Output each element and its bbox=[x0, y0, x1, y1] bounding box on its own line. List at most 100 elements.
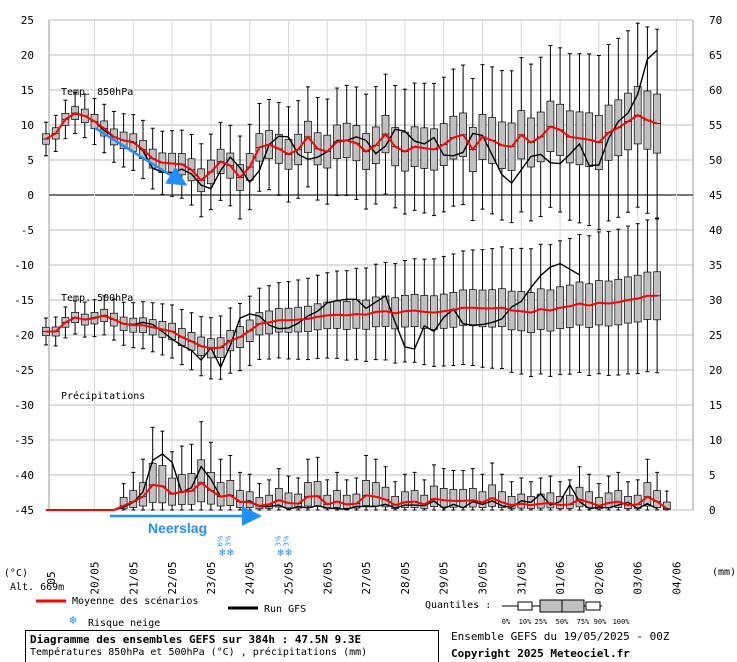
snowflake-icon: ❄ bbox=[285, 546, 292, 559]
right-tick-label: 20 bbox=[709, 364, 722, 377]
date-label: 26/05 bbox=[321, 561, 334, 594]
box-iqr bbox=[478, 491, 487, 509]
box-iqr bbox=[139, 482, 147, 507]
box-iqr bbox=[284, 492, 293, 509]
box-iqr bbox=[342, 494, 351, 509]
mean-line-850 bbox=[45, 112, 658, 182]
right-tick-label: 55 bbox=[709, 119, 722, 132]
footer-title-box: Diagramme des ensembles GEFS sur 384h : … bbox=[25, 630, 439, 662]
date-label: 21/05 bbox=[127, 561, 140, 594]
snowflake-icon: ❄ bbox=[227, 546, 234, 559]
arrow-850-trend bbox=[94, 126, 188, 186]
legend-mean-label: Moyenne des scénarios bbox=[72, 595, 198, 607]
box-iqr bbox=[410, 490, 419, 508]
box-iqr bbox=[459, 489, 467, 508]
date-label: 01/06 bbox=[554, 561, 567, 594]
right-tick-label: 30 bbox=[709, 294, 722, 307]
ensemble-box bbox=[381, 466, 390, 511]
box-iqr bbox=[148, 462, 157, 503]
left-tick-label: 15 bbox=[21, 84, 34, 97]
right-tick-label: 15 bbox=[709, 399, 722, 412]
date-label: 30/05 bbox=[477, 561, 490, 594]
box-iqr bbox=[449, 489, 458, 508]
left-tick-label: -45 bbox=[14, 504, 34, 517]
box-iqr bbox=[507, 495, 516, 509]
box-iqr bbox=[119, 497, 128, 510]
right-tick-label: 10 bbox=[709, 434, 722, 447]
right-tick-label: 50 bbox=[709, 154, 722, 167]
legend-quantile-tick: 10% bbox=[519, 618, 532, 626]
date-label: 04/06 bbox=[671, 561, 684, 594]
box-iqr bbox=[565, 494, 574, 509]
right-tick-label: 70 bbox=[709, 14, 722, 27]
date-label: 28/05 bbox=[399, 561, 412, 594]
box-iqr bbox=[333, 490, 341, 508]
left-unit-label: (°C) bbox=[4, 568, 28, 579]
date-label: 22/05 bbox=[166, 561, 179, 594]
ensemble-box bbox=[362, 454, 370, 511]
left-tick-label: -15 bbox=[14, 294, 34, 307]
box-iqr bbox=[177, 474, 186, 505]
panel-label: Temp. 850hPa bbox=[61, 87, 133, 98]
left-tick-label: -5 bbox=[21, 224, 34, 237]
left-tick-label: -25 bbox=[14, 364, 34, 377]
box-iqr bbox=[430, 485, 438, 507]
box-iqr bbox=[197, 459, 206, 503]
ensemble-box bbox=[643, 458, 652, 511]
date-label: 03/06 bbox=[632, 561, 645, 594]
date-label: 02/06 bbox=[593, 561, 606, 594]
date-label: 27/05 bbox=[360, 561, 373, 594]
ensemble-box bbox=[148, 426, 157, 511]
box-iqr bbox=[313, 481, 322, 507]
snowflake-icon: ❄ bbox=[277, 546, 284, 559]
left-tick-label: -30 bbox=[14, 399, 34, 412]
box-iqr bbox=[362, 480, 370, 506]
right-tick-label: 60 bbox=[709, 84, 722, 97]
date-label-partial: 05 bbox=[45, 571, 58, 584]
mean-line-500 bbox=[46, 294, 658, 350]
box-iqr bbox=[575, 486, 584, 508]
right-tick-label: 45 bbox=[709, 189, 722, 202]
date-label: 31/05 bbox=[515, 561, 528, 594]
footer-copyright: Copyright 2025 Meteociel.fr bbox=[451, 647, 630, 660]
panel-label: Précipitations bbox=[61, 390, 145, 402]
ensemble-box bbox=[158, 430, 167, 511]
left-tick-label: 5 bbox=[27, 154, 34, 167]
box-iqr bbox=[245, 491, 254, 509]
box-iqr bbox=[226, 480, 235, 506]
box-iqr bbox=[653, 490, 661, 508]
left-tick-label: 10 bbox=[21, 119, 34, 132]
legend-quantile-outer-box bbox=[585, 601, 601, 611]
ensemble-box bbox=[313, 456, 322, 511]
box-iqr bbox=[439, 488, 448, 508]
snow-percent: 3% bbox=[275, 535, 283, 546]
legend-quantile-tick: 75% bbox=[577, 618, 590, 626]
legend-quantile-outer-box bbox=[517, 601, 533, 611]
date-label: 24/05 bbox=[244, 561, 257, 594]
legend-quantile-tick: 25% bbox=[535, 618, 548, 626]
box-iqr bbox=[604, 492, 613, 509]
box-iqr bbox=[595, 497, 603, 510]
footer-title: Diagramme des ensembles GEFS sur 384h : … bbox=[30, 633, 362, 646]
right-tick-label: 5 bbox=[709, 469, 716, 482]
snow-percent: 3% bbox=[224, 535, 232, 546]
left-tick-label: -40 bbox=[14, 469, 34, 482]
ensemble-box bbox=[430, 464, 438, 511]
footer-run-info: Ensemble GEFS du 19/05/2025 - 00Z bbox=[451, 630, 670, 643]
right-tick-label: 25 bbox=[709, 329, 722, 342]
date-label: 25/05 bbox=[283, 561, 296, 594]
right-unit-label: (mm) bbox=[712, 567, 736, 578]
left-tick-label: -35 bbox=[14, 434, 34, 447]
legend-quantile-tick: 90% bbox=[594, 618, 607, 626]
legend-quantiles-label: Quantiles : bbox=[425, 600, 491, 611]
date-label: 20/05 bbox=[89, 561, 102, 594]
snow-percent: 3% bbox=[283, 535, 291, 546]
snowflake-icon: ❄ bbox=[219, 546, 226, 559]
box-iqr bbox=[468, 488, 477, 508]
footer-subtitle: Températures 850hPa et 500hPa (°C) , pré… bbox=[30, 647, 368, 658]
box-iqr bbox=[585, 491, 594, 509]
date-label: 23/05 bbox=[205, 561, 218, 594]
box-iqr bbox=[643, 482, 652, 507]
box-iqr bbox=[304, 482, 312, 507]
